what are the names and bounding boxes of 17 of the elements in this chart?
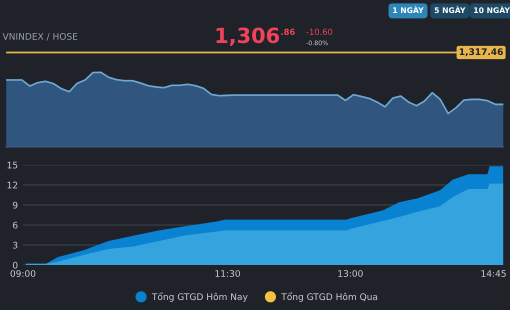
y-tick-label: 3 — [13, 242, 18, 249]
y-tick-label: 6 — [12, 222, 18, 229]
legend-label: Tổng GTGD Hôm Qua — [281, 292, 378, 302]
text: .86 — [281, 28, 295, 35]
text: 1,306 — [216, 27, 279, 46]
x-tick-label: 13:00 — [338, 270, 363, 277]
y-tick-label: 0 — [12, 262, 18, 269]
x-tick-label: 09:00 — [10, 270, 36, 277]
y-tick-label: 9 — [12, 202, 18, 209]
y-tick-label: 12 — [8, 182, 18, 188]
text: -10.60 — [306, 28, 332, 35]
text: 1,317.46 — [460, 48, 503, 56]
y-tick-label: 15 — [8, 162, 18, 168]
chart-title: VNINDEX / HOSE — [2, 32, 78, 41]
legend-label: Tổng GTGD Hôm Nay — [152, 292, 248, 302]
x-tick-label: 11:30 — [216, 270, 240, 277]
x-tick-label: 14:45 — [482, 270, 506, 277]
